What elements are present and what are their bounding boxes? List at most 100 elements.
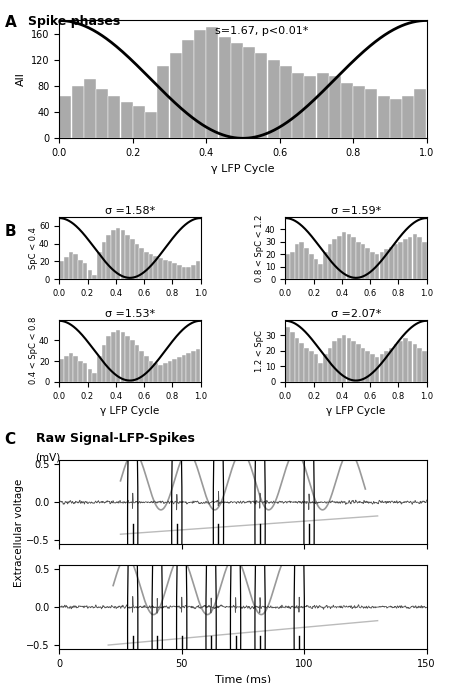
Bar	[285, 254, 290, 279]
Bar	[332, 239, 337, 279]
Bar	[145, 112, 157, 138]
Bar	[173, 359, 177, 382]
Bar	[255, 53, 267, 138]
Bar	[194, 30, 206, 138]
Bar	[116, 330, 120, 382]
Bar	[219, 37, 230, 138]
Bar	[158, 257, 163, 279]
Bar	[139, 248, 144, 279]
Bar	[168, 262, 172, 279]
Y-axis label: All: All	[16, 72, 26, 86]
Bar	[378, 96, 390, 138]
Title: σ =2.07*: σ =2.07*	[331, 309, 381, 319]
Bar	[337, 338, 342, 382]
Bar	[168, 361, 172, 382]
Bar	[182, 355, 186, 382]
Bar	[300, 242, 304, 279]
Bar	[314, 259, 318, 279]
Bar	[196, 348, 201, 382]
Title: σ =1.59*: σ =1.59*	[331, 206, 381, 216]
Bar	[285, 327, 290, 382]
Bar	[163, 260, 167, 279]
Bar	[375, 254, 380, 279]
Bar	[69, 253, 73, 279]
Bar	[96, 89, 108, 138]
Bar	[120, 332, 125, 382]
Bar	[398, 342, 403, 382]
Bar	[186, 266, 191, 279]
Bar	[403, 239, 408, 279]
Bar	[304, 76, 316, 138]
Bar	[346, 234, 351, 279]
Bar	[116, 227, 120, 279]
Bar	[365, 248, 370, 279]
Bar	[319, 363, 323, 382]
Bar	[390, 99, 402, 138]
Bar	[97, 253, 101, 279]
Bar	[317, 73, 328, 138]
Bar	[417, 348, 422, 382]
Bar	[328, 348, 332, 382]
Bar	[375, 357, 380, 382]
Bar	[342, 335, 346, 382]
Bar	[346, 338, 351, 382]
Bar	[97, 356, 101, 382]
Bar	[109, 96, 120, 138]
Bar	[144, 356, 149, 382]
Bar	[361, 245, 365, 279]
Bar	[149, 254, 154, 279]
Bar	[328, 245, 332, 279]
Bar	[380, 354, 384, 382]
Bar	[182, 40, 194, 138]
Bar	[59, 262, 64, 279]
Bar	[280, 66, 292, 138]
Bar	[130, 239, 135, 279]
Bar	[106, 336, 111, 382]
Bar	[356, 242, 361, 279]
Bar	[157, 66, 169, 138]
Bar	[72, 86, 83, 138]
X-axis label: γ LFP Cycle: γ LFP Cycle	[100, 406, 160, 416]
Text: A: A	[5, 15, 17, 30]
Bar	[84, 79, 96, 138]
Bar	[422, 350, 427, 382]
Text: Spike phases: Spike phases	[28, 15, 121, 28]
Bar	[78, 361, 83, 382]
Bar	[144, 253, 149, 279]
Bar	[125, 336, 130, 382]
Bar	[154, 256, 158, 279]
Bar	[186, 352, 191, 382]
Bar	[309, 350, 313, 382]
Bar	[417, 237, 422, 279]
Bar	[380, 252, 384, 279]
Bar	[120, 230, 125, 279]
Bar	[111, 230, 116, 279]
Bar	[398, 242, 403, 279]
Text: B: B	[5, 224, 17, 239]
Bar	[158, 365, 163, 382]
Bar	[351, 237, 356, 279]
Title: σ =1.53*: σ =1.53*	[105, 309, 155, 319]
Bar	[403, 338, 408, 382]
Bar	[304, 248, 309, 279]
Y-axis label: SpC < 0.4: SpC < 0.4	[28, 227, 37, 269]
Bar	[295, 245, 300, 279]
Bar	[135, 244, 139, 279]
Bar	[173, 263, 177, 279]
Bar	[73, 254, 78, 279]
Bar	[323, 252, 328, 279]
Y-axis label: 0.4 < SpC < 0.8: 0.4 < SpC < 0.8	[28, 317, 37, 385]
Bar	[323, 354, 328, 382]
Bar	[191, 350, 196, 382]
Bar	[73, 356, 78, 382]
Bar	[59, 359, 64, 382]
Text: Extracellular voltage: Extracellular voltage	[14, 479, 24, 587]
Bar	[64, 356, 69, 382]
X-axis label: γ LFP Cycle: γ LFP Cycle	[326, 406, 385, 416]
Bar	[292, 73, 304, 138]
Bar	[342, 232, 346, 279]
Bar	[154, 363, 158, 382]
Bar	[206, 27, 219, 138]
Bar	[92, 374, 97, 382]
Bar	[408, 342, 412, 382]
